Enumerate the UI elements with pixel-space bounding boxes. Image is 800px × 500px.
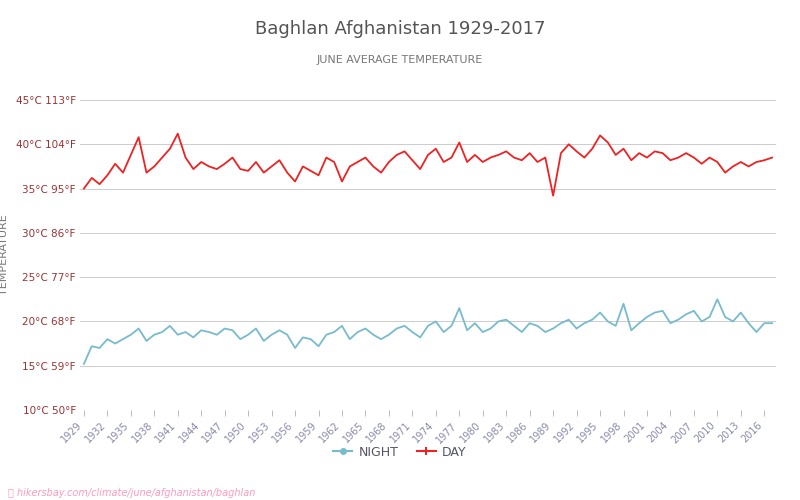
Y-axis label: TEMPERATURE: TEMPERATURE [0, 214, 9, 296]
Legend: NIGHT, DAY: NIGHT, DAY [329, 441, 471, 464]
Text: JUNE AVERAGE TEMPERATURE: JUNE AVERAGE TEMPERATURE [317, 55, 483, 65]
Text: 📍 hikersbay.com/climate/june/afghanistan/baghlan: 📍 hikersbay.com/climate/june/afghanistan… [8, 488, 255, 498]
Text: Baghlan Afghanistan 1929-2017: Baghlan Afghanistan 1929-2017 [254, 20, 546, 38]
